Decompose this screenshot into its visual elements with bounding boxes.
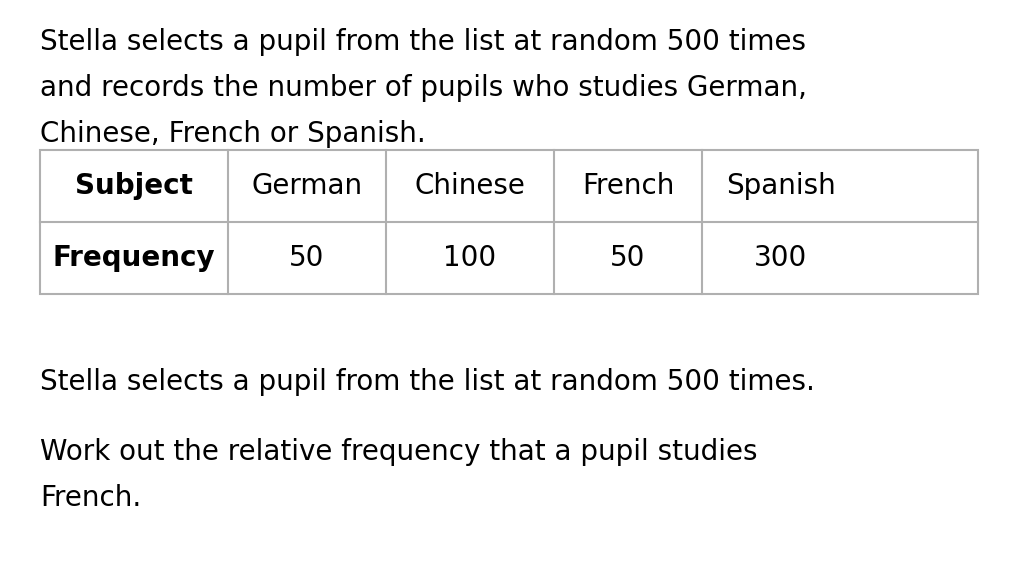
Bar	[40, 150, 978, 294]
Text: 300: 300	[754, 244, 808, 272]
Text: 50: 50	[289, 244, 325, 272]
Text: Subject: Subject	[75, 172, 193, 200]
Text: 50: 50	[611, 244, 646, 272]
Text: Stella selects a pupil from the list at random 500 times.: Stella selects a pupil from the list at …	[40, 368, 815, 396]
Text: Spanish: Spanish	[726, 172, 836, 200]
Text: Chinese: Chinese	[415, 172, 526, 200]
Text: German: German	[252, 172, 363, 200]
Text: Work out the relative frequency that a pupil studies: Work out the relative frequency that a p…	[40, 438, 757, 466]
Text: Chinese, French or Spanish.: Chinese, French or Spanish.	[40, 120, 426, 148]
Text: French.: French.	[40, 484, 142, 512]
Text: and records the number of pupils who studies German,: and records the number of pupils who stu…	[40, 74, 807, 102]
Text: Stella selects a pupil from the list at random 500 times: Stella selects a pupil from the list at …	[40, 28, 806, 56]
Text: Frequency: Frequency	[53, 244, 215, 272]
Text: French: French	[581, 172, 674, 200]
Text: 100: 100	[444, 244, 496, 272]
